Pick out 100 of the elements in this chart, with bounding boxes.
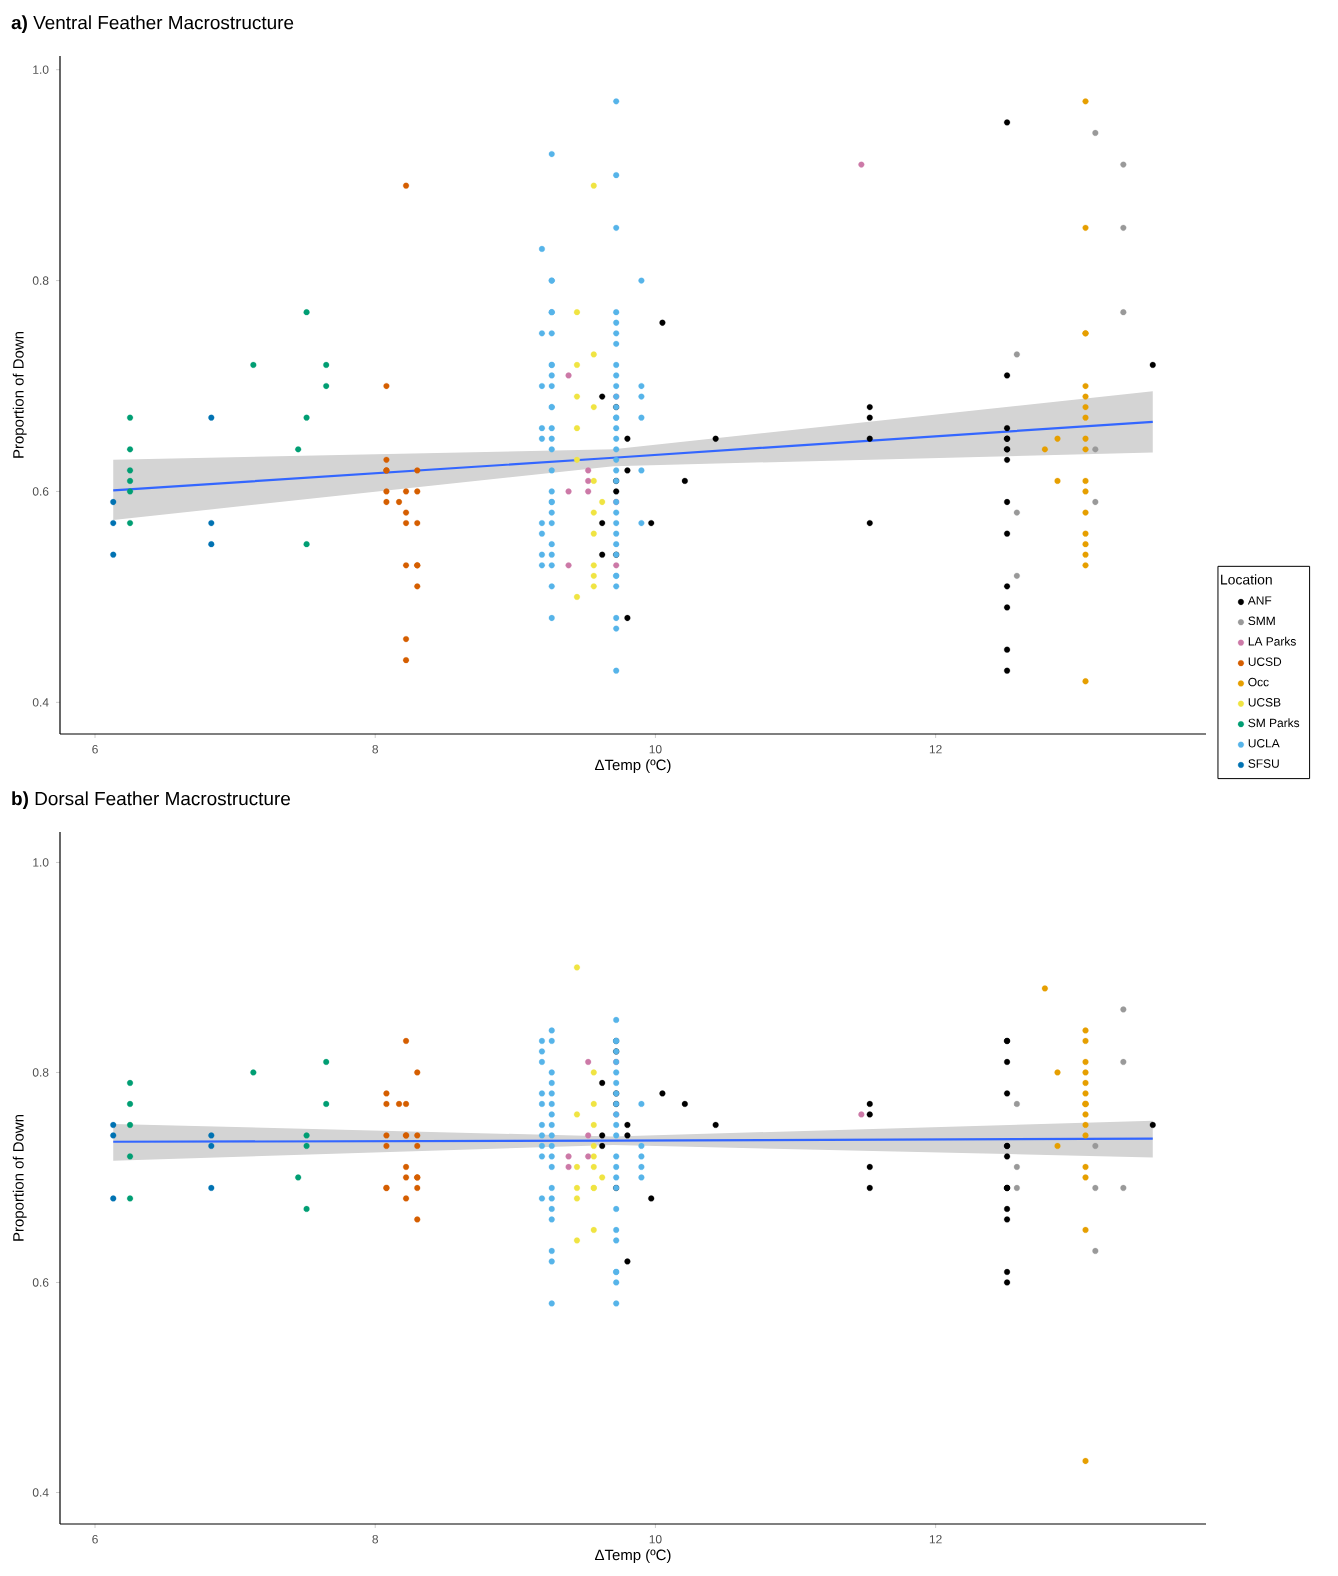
point xyxy=(1082,530,1089,537)
point xyxy=(383,499,390,506)
point xyxy=(127,488,134,495)
point xyxy=(323,1058,330,1065)
point xyxy=(208,1184,215,1191)
point xyxy=(208,414,215,421)
point xyxy=(712,1121,719,1128)
point xyxy=(1092,446,1099,453)
point xyxy=(1004,1153,1011,1160)
point xyxy=(1082,678,1089,685)
point xyxy=(1004,1268,1011,1275)
point xyxy=(127,1195,134,1202)
point xyxy=(648,520,655,527)
point xyxy=(303,1142,310,1149)
point xyxy=(624,1258,631,1265)
point xyxy=(1082,404,1089,411)
point xyxy=(659,319,666,326)
point xyxy=(1054,477,1061,484)
point xyxy=(414,488,421,495)
point xyxy=(585,1153,592,1160)
point xyxy=(127,1121,134,1128)
point xyxy=(548,1079,555,1086)
point xyxy=(396,499,403,506)
point xyxy=(1004,583,1011,590)
point xyxy=(573,309,580,316)
point xyxy=(590,583,597,590)
point xyxy=(548,1247,555,1254)
point xyxy=(414,1132,421,1139)
point xyxy=(403,562,410,569)
point xyxy=(590,530,597,537)
point xyxy=(538,1058,545,1065)
point xyxy=(1149,361,1156,368)
point xyxy=(383,1132,390,1139)
point xyxy=(590,572,597,579)
point xyxy=(590,1100,597,1107)
point xyxy=(127,414,134,421)
point xyxy=(866,414,873,421)
point xyxy=(573,1111,580,1118)
point xyxy=(1004,119,1011,126)
point xyxy=(613,1121,620,1128)
point xyxy=(548,1037,555,1044)
point xyxy=(624,435,631,442)
point xyxy=(208,1132,215,1139)
point xyxy=(638,1142,645,1149)
point xyxy=(1082,224,1089,231)
point xyxy=(1092,1184,1099,1191)
point xyxy=(590,1226,597,1233)
point xyxy=(1092,499,1099,506)
point xyxy=(208,1142,215,1149)
point xyxy=(858,161,865,168)
point xyxy=(383,383,390,390)
point xyxy=(599,520,606,527)
point xyxy=(403,1195,410,1202)
point xyxy=(1004,1279,1011,1286)
point xyxy=(403,182,410,189)
point xyxy=(414,1142,421,1149)
point xyxy=(866,435,873,442)
point xyxy=(538,1100,545,1107)
point xyxy=(1004,1205,1011,1212)
point xyxy=(1041,446,1048,453)
point xyxy=(590,182,597,189)
point xyxy=(414,467,421,474)
point xyxy=(414,1216,421,1223)
point xyxy=(403,1174,410,1181)
point xyxy=(548,1300,555,1307)
point xyxy=(1004,499,1011,506)
point xyxy=(1082,488,1089,495)
point xyxy=(323,383,330,390)
point xyxy=(538,1142,545,1149)
point xyxy=(110,551,117,558)
point xyxy=(548,1069,555,1076)
point xyxy=(613,1069,620,1076)
point xyxy=(548,1163,555,1170)
point xyxy=(638,1100,645,1107)
point xyxy=(573,361,580,368)
point xyxy=(127,477,134,484)
point xyxy=(295,1174,302,1181)
point xyxy=(573,456,580,463)
point xyxy=(538,1132,545,1139)
point xyxy=(1082,1121,1089,1128)
point xyxy=(538,1121,545,1128)
point xyxy=(585,488,592,495)
point xyxy=(624,614,631,622)
point xyxy=(1082,98,1089,105)
point xyxy=(613,1132,620,1139)
point xyxy=(1054,1142,1061,1149)
point xyxy=(110,1195,117,1202)
point xyxy=(383,488,390,495)
point xyxy=(590,1142,597,1149)
point xyxy=(414,583,421,590)
point xyxy=(548,1195,555,1202)
point xyxy=(1082,551,1089,558)
point xyxy=(590,351,597,358)
point xyxy=(538,1090,545,1097)
point xyxy=(1082,1226,1089,1233)
point xyxy=(403,1037,410,1044)
point xyxy=(403,520,410,527)
point xyxy=(1013,1163,1020,1170)
point xyxy=(1013,572,1020,579)
point xyxy=(1120,1006,1127,1013)
